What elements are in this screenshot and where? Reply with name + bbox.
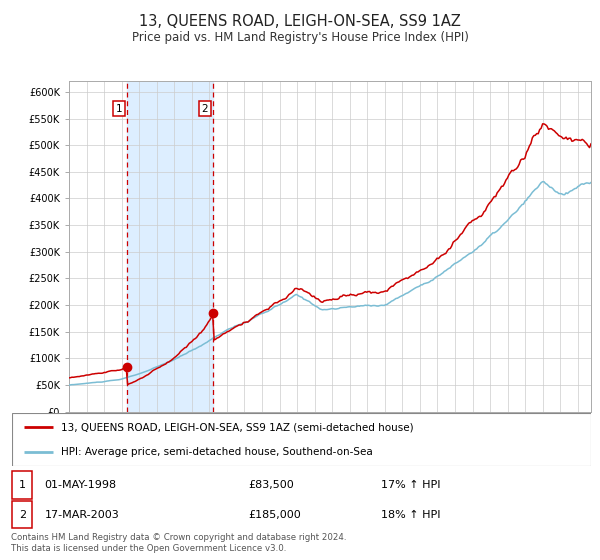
Text: 2: 2 xyxy=(202,104,208,114)
Text: 2: 2 xyxy=(19,510,26,520)
Text: 1: 1 xyxy=(19,480,26,490)
Text: 13, QUEENS ROAD, LEIGH-ON-SEA, SS9 1AZ: 13, QUEENS ROAD, LEIGH-ON-SEA, SS9 1AZ xyxy=(139,14,461,29)
Text: 17% ↑ HPI: 17% ↑ HPI xyxy=(381,480,441,490)
Text: £83,500: £83,500 xyxy=(249,480,295,490)
Text: 18% ↑ HPI: 18% ↑ HPI xyxy=(381,510,441,520)
Bar xyxy=(12,472,32,498)
Text: 1: 1 xyxy=(116,104,122,114)
Text: Price paid vs. HM Land Registry's House Price Index (HPI): Price paid vs. HM Land Registry's House … xyxy=(131,31,469,44)
Text: 13, QUEENS ROAD, LEIGH-ON-SEA, SS9 1AZ (semi-detached house): 13, QUEENS ROAD, LEIGH-ON-SEA, SS9 1AZ (… xyxy=(61,422,414,432)
Bar xyxy=(12,501,32,528)
Text: HPI: Average price, semi-detached house, Southend-on-Sea: HPI: Average price, semi-detached house,… xyxy=(61,447,373,457)
Text: 17-MAR-2003: 17-MAR-2003 xyxy=(44,510,119,520)
Bar xyxy=(127,81,213,412)
Text: Contains HM Land Registry data © Crown copyright and database right 2024.
This d: Contains HM Land Registry data © Crown c… xyxy=(11,533,346,553)
Text: £185,000: £185,000 xyxy=(249,510,302,520)
Text: 01-MAY-1998: 01-MAY-1998 xyxy=(44,480,116,490)
